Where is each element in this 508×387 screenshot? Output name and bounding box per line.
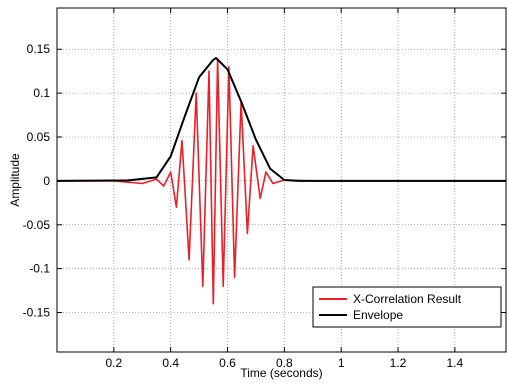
y-tick-label: 0.05 [27,130,51,144]
x-tick-label: 0.2 [105,356,122,370]
legend-label: X-Correlation Result [353,292,462,306]
x-tick-label: 1.2 [390,356,407,370]
y-tick-label: 0 [43,174,50,188]
legend-label: Envelope [353,308,403,322]
x-tick-label: 1 [338,356,345,370]
y-axis-label: Amplitude [8,153,22,207]
axes-frame [56,7,507,353]
y-tick-label: -0.1 [29,262,50,276]
x-tick-label: 0.6 [219,356,236,370]
x-tick-label: 0.4 [162,356,179,370]
x-tick-label: 0.8 [276,356,293,370]
legend-box [312,286,502,328]
y-tick-label: -0.05 [23,218,51,232]
plot-area [56,57,506,305]
series-line-envelope [56,57,506,182]
x-axis-label: Time (seconds) [240,366,322,380]
x-axis: 0.2 0.4 0.6 0.8 1 1.2 1.4 [105,8,464,370]
y-tick-label: 0.1 [33,86,50,100]
y-axis: 0.15 0.1 0.05 0 -0.05 -0.1 -0.15 [23,42,506,320]
y-tick-label: -0.15 [23,306,51,320]
legend: X-Correlation Result Envelope [312,286,502,328]
x-tick-label: 1.4 [447,356,464,370]
y-tick-label: 0.15 [27,42,51,56]
